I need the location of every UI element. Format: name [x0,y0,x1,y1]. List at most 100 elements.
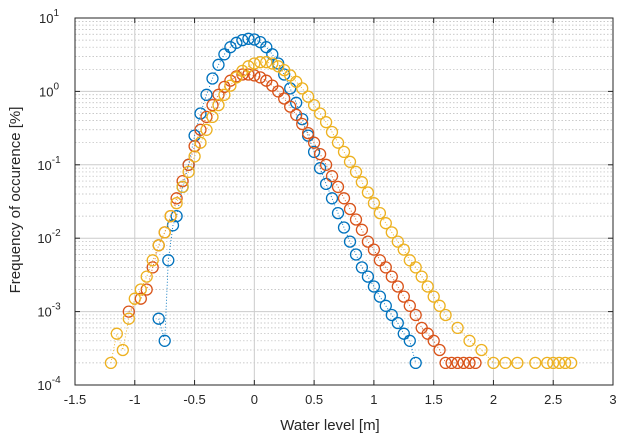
data-point [391,235,404,248]
data-point [170,197,183,210]
data-point [146,254,159,267]
data-point [343,235,357,248]
data-point [158,226,171,239]
data-point [230,36,243,49]
data-point [325,170,339,183]
data-point [242,60,255,73]
data-point [421,327,434,340]
data-point [409,261,422,274]
data-point [463,334,476,347]
data-point [218,88,231,101]
data-point [355,176,369,189]
series-layer [104,32,578,370]
data-point [427,290,440,303]
data-point [355,261,369,274]
data-point [325,125,339,139]
data-point [128,292,141,305]
data-point [385,226,398,239]
data-point [248,57,261,70]
data-point [206,98,219,112]
data-point [361,235,375,248]
data-point [547,356,560,370]
data-point [451,356,464,370]
data-point [254,56,267,69]
data-point [355,223,369,236]
data-point [134,292,147,305]
data-point [290,108,303,121]
data-point [200,110,213,124]
data-point [313,162,327,175]
data-point [164,209,177,223]
data-point [162,254,175,267]
data-point [331,180,345,194]
data-point [343,202,357,216]
y-tick-label: 10-4 [37,375,61,393]
data-point [385,308,398,322]
data-point [248,33,261,46]
data-point [272,60,285,73]
data-point [236,33,249,47]
data-point [200,88,213,101]
data-point [122,305,135,318]
data-point [463,356,476,370]
data-point [110,327,123,340]
data-point [379,261,392,274]
data-point [361,270,375,283]
data-point [409,356,422,370]
data-point [170,192,183,205]
data-point [188,150,201,163]
data-point [433,343,446,357]
data-point [104,356,118,370]
y-axis-label: Frequency of occurence [%] [7,107,24,294]
data-point [176,180,189,194]
x-ticks: -1.5 -1 -0.5 0 0.5 1 1.5 2 2.5 3 [64,18,617,407]
series-2 [122,68,482,370]
y-tick-label: 10-2 [37,228,61,246]
data-point [307,145,321,159]
data-point [307,136,321,149]
data-point [212,88,225,101]
x-tick-label: 2.5 [544,392,562,407]
data-point [266,57,279,70]
data-point [553,356,566,370]
data-point [373,290,387,303]
series-line [158,38,417,364]
data-point [152,312,165,325]
x-tick-label: 0 [251,392,258,407]
data-point [206,110,219,124]
data-point [451,321,464,335]
data-point [301,126,315,140]
data-point [529,356,542,370]
x-tick-label: 3 [609,392,616,407]
data-point [194,107,207,120]
data-point [403,334,416,347]
data-point [415,270,428,283]
y-tick-label: 100 [39,81,59,99]
x-tick-label: 2 [490,392,497,407]
data-point [379,217,392,230]
data-point [541,356,554,370]
x-tick-label: -0.5 [183,392,205,407]
data-point [242,68,255,81]
data-point [487,356,500,370]
data-point [260,56,273,69]
data-point [511,356,524,370]
data-point [457,356,470,370]
data-point [296,117,309,131]
data-point [254,71,267,84]
data-point [379,299,392,312]
data-point [248,69,261,82]
data-point [433,299,446,312]
x-axis-label: Water level [m] [280,417,379,434]
data-point [331,206,345,220]
data-point [427,334,440,347]
data-point [403,299,416,312]
data-point [349,248,363,261]
data-point [206,72,219,85]
data-point [194,136,207,149]
y-tick-label: 10-1 [37,155,61,173]
data-point [307,98,321,112]
data-point [260,41,273,54]
data-point [152,239,165,252]
